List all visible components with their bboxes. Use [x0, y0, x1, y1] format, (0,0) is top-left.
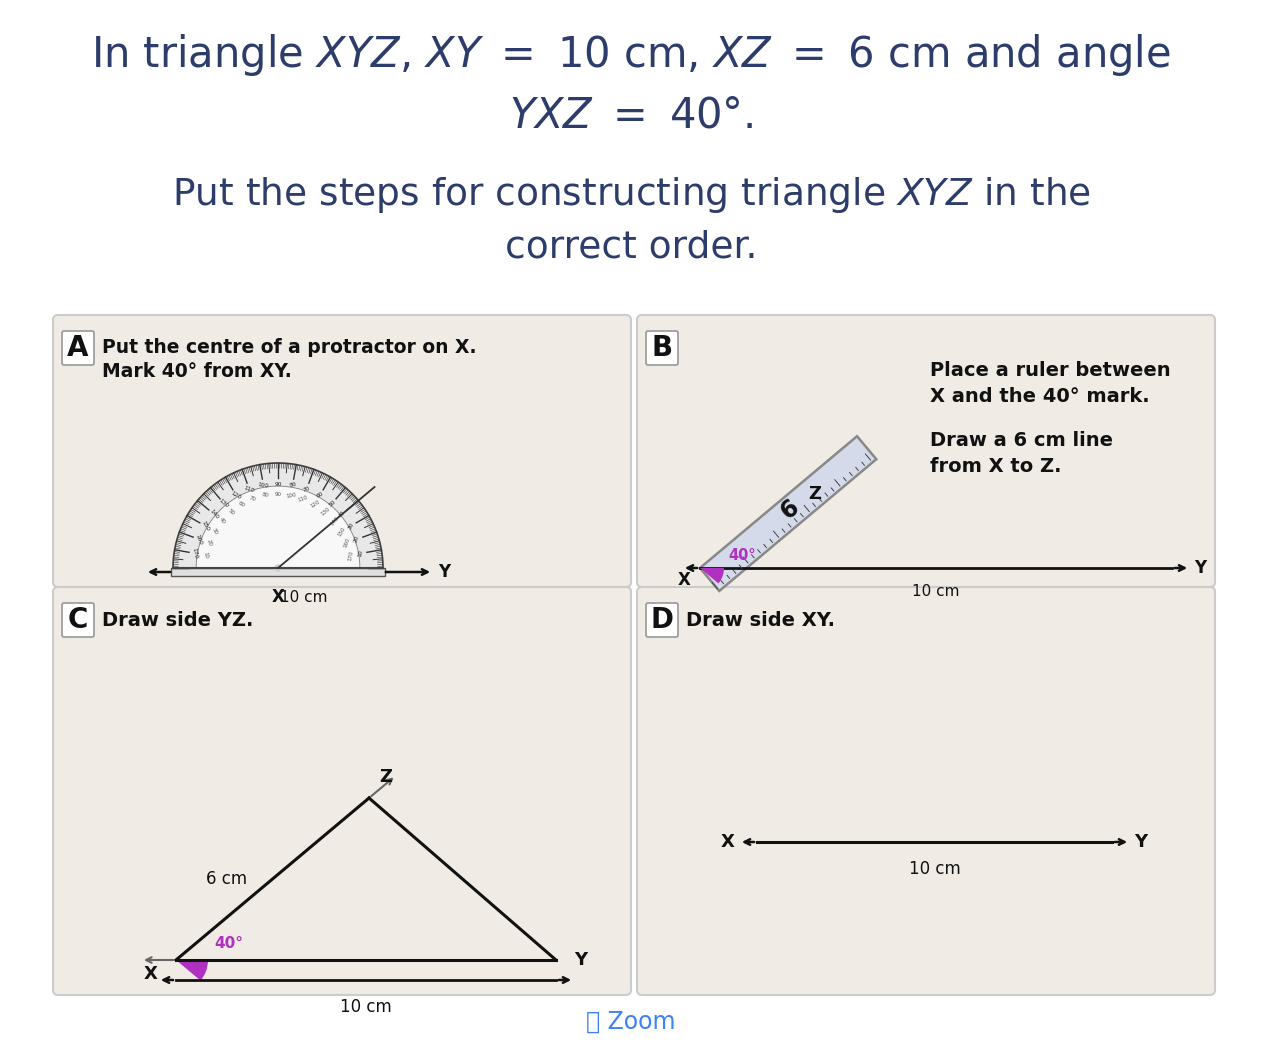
Text: A: A	[67, 334, 88, 362]
Text: 160: 160	[195, 533, 203, 545]
Text: 80: 80	[288, 483, 297, 489]
Text: X: X	[144, 965, 158, 983]
Text: 140: 140	[330, 515, 340, 527]
Text: 150: 150	[337, 526, 346, 537]
Text: 170: 170	[347, 550, 354, 561]
Text: Z: Z	[379, 768, 392, 786]
Text: X: X	[677, 571, 691, 588]
Text: 50: 50	[327, 499, 336, 508]
FancyBboxPatch shape	[637, 315, 1215, 587]
Text: D: D	[650, 606, 673, 634]
Text: 30: 30	[211, 527, 218, 536]
Text: 130: 130	[218, 498, 230, 509]
Text: 80: 80	[261, 493, 269, 498]
Text: Put the centre of a protractor on X.: Put the centre of a protractor on X.	[102, 338, 476, 357]
FancyBboxPatch shape	[645, 331, 678, 365]
Text: Place a ruler between: Place a ruler between	[930, 361, 1171, 380]
Text: 50: 50	[226, 508, 235, 516]
Text: Y: Y	[573, 951, 587, 969]
Text: Y: Y	[1194, 559, 1206, 577]
FancyBboxPatch shape	[53, 315, 632, 587]
Text: 130: 130	[320, 507, 331, 517]
Text: Put the steps for constructing triangle $\mathit{XYZ}$ in the: Put the steps for constructing triangle …	[172, 175, 1090, 215]
Polygon shape	[173, 463, 383, 568]
FancyBboxPatch shape	[171, 568, 385, 576]
Text: 140: 140	[208, 508, 220, 520]
Text: 40: 40	[217, 516, 226, 526]
Text: C: C	[68, 606, 88, 634]
Text: 20: 20	[206, 539, 212, 547]
Text: ⭕ Zoom: ⭕ Zoom	[586, 1010, 676, 1034]
Wedge shape	[176, 960, 208, 981]
Text: 10 cm: 10 cm	[280, 590, 328, 605]
FancyBboxPatch shape	[62, 603, 93, 637]
Text: from X to Z.: from X to Z.	[930, 456, 1061, 475]
Text: 170: 170	[192, 548, 198, 559]
Text: 120: 120	[230, 490, 242, 500]
Text: 100: 100	[285, 492, 297, 499]
Text: 20: 20	[354, 535, 360, 543]
Text: 10 cm: 10 cm	[340, 998, 392, 1016]
Text: 40°: 40°	[727, 548, 755, 563]
Text: In triangle $\mathit{XYZ}$, $\mathit{XY}$ $=$ 10 cm, $\mathit{XZ}$ $=$ 6 cm and : In triangle $\mathit{XYZ}$, $\mathit{XY}…	[91, 33, 1171, 78]
Wedge shape	[700, 568, 724, 583]
Text: 40°: 40°	[213, 936, 242, 951]
Text: correct order.: correct order.	[505, 230, 758, 266]
Text: Mark 40° from XY.: Mark 40° from XY.	[102, 362, 292, 381]
Text: 10 cm: 10 cm	[912, 584, 960, 599]
Text: 10 cm: 10 cm	[908, 860, 960, 878]
Text: 110: 110	[297, 495, 309, 504]
Text: $\mathit{YXZ}$ $=$ 40°.: $\mathit{YXZ}$ $=$ 40°.	[509, 94, 753, 136]
Circle shape	[275, 565, 280, 571]
Text: 10: 10	[357, 550, 364, 557]
Text: Draw a 6 cm line: Draw a 6 cm line	[930, 430, 1113, 450]
Text: Y: Y	[438, 563, 450, 581]
Text: 100: 100	[258, 481, 269, 489]
Text: 40: 40	[338, 510, 346, 518]
Text: 160: 160	[344, 537, 351, 549]
Text: X: X	[721, 833, 735, 851]
Text: Z: Z	[808, 485, 821, 502]
Text: X: X	[272, 588, 284, 606]
Text: B: B	[652, 334, 673, 362]
Polygon shape	[700, 436, 877, 591]
Text: 60: 60	[316, 491, 325, 499]
Text: 90: 90	[274, 492, 282, 497]
Polygon shape	[196, 486, 360, 568]
FancyBboxPatch shape	[645, 603, 678, 637]
Text: Draw side XY.: Draw side XY.	[686, 611, 835, 629]
Text: 6: 6	[775, 494, 803, 523]
FancyBboxPatch shape	[62, 331, 93, 365]
Text: Y: Y	[1134, 833, 1147, 851]
Text: 110: 110	[244, 485, 255, 493]
Text: 120: 120	[309, 499, 321, 509]
FancyBboxPatch shape	[637, 587, 1215, 996]
Text: 70: 70	[249, 495, 256, 502]
Text: 6 cm: 6 cm	[206, 870, 248, 889]
Text: 30: 30	[347, 521, 355, 531]
Text: 70: 70	[302, 486, 311, 493]
Text: 10: 10	[202, 552, 208, 559]
Text: 60: 60	[237, 500, 245, 509]
Text: Draw side YZ.: Draw side YZ.	[102, 611, 254, 629]
Text: 150: 150	[201, 520, 210, 532]
FancyBboxPatch shape	[53, 587, 632, 996]
Text: 90: 90	[274, 481, 282, 487]
Text: X and the 40° mark.: X and the 40° mark.	[930, 386, 1149, 406]
